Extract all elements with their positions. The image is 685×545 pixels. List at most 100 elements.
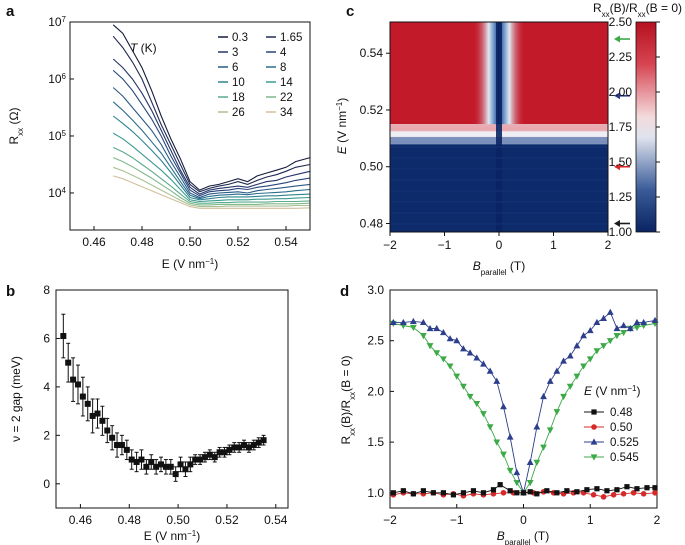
panel-d-point-E-0.50: [652, 489, 658, 496]
colorbar-tick-label: 1.00: [609, 225, 633, 239]
panel-d-point-E-0.48: [470, 488, 477, 494]
panel-d-legend-label: 0.48: [610, 407, 632, 419]
panel-b-point: [260, 437, 267, 444]
panel-b-frame: [55, 289, 289, 509]
panel-b-point: [148, 458, 155, 465]
panel-d-point-E-0.50: [490, 491, 497, 497]
panel-d-xtick-label: 2: [654, 513, 661, 527]
panel-c-arrow-head: [614, 92, 620, 100]
panel-d-legend-title: E (V nm−1): [584, 384, 640, 399]
panel-b-point: [201, 454, 208, 461]
panel-c-center-line: [496, 22, 502, 232]
panel-a-legend-label: 4: [280, 47, 287, 59]
panel-c-label: c: [346, 3, 354, 20]
panel-d-point-E-0.545: [440, 356, 447, 363]
panel-a-line-T-6: [112, 87, 311, 199]
panel-d-point-E-0.525: [600, 314, 607, 321]
panel-a-xlabel: E (V nm−1): [162, 257, 218, 272]
panel-a-xtick-label: 0.48: [130, 235, 154, 249]
panel-b-point: [118, 442, 125, 449]
panel-a-line-T-0.3: [112, 24, 311, 191]
panel-a-ylabel: Rxx (Ω): [7, 108, 25, 145]
colorbar: [635, 21, 657, 233]
panel-c-xtick-label: 0: [496, 238, 503, 252]
panel-d-point-E-0.48: [624, 484, 630, 490]
panel-d-point-E-0.525: [480, 360, 487, 367]
panel-d-point-E-0.545: [580, 363, 587, 370]
colorbar-label: Rxx(B)/Rxx(B = 0): [593, 1, 682, 19]
panel-b-xlabel: E (V nm−1): [144, 529, 200, 544]
panel-d-xtick-label: −1: [450, 513, 464, 527]
panel-d-xtick-label: −2: [383, 513, 397, 527]
panel-b-point: [89, 412, 96, 419]
panel-a-label: a: [6, 3, 15, 20]
panel-b-point: [187, 461, 194, 468]
panel-d-point-E-0.525: [460, 345, 467, 352]
panel-d-point-E-0.48: [652, 485, 658, 491]
panel-b-point: [99, 417, 106, 424]
colorbar-tick-label: 1.75: [609, 120, 633, 134]
panel-d-point-E-0.50: [590, 492, 597, 498]
panel-c-xtick-label: −2: [383, 238, 397, 252]
panel-d-point-E-0.48: [420, 488, 426, 494]
panel-a-xtick-label: 0.54: [274, 235, 298, 249]
panel-d-point-E-0.545: [506, 467, 514, 475]
panel-d-point-E-0.50: [610, 492, 617, 498]
panel-a-ytick-label: 104: [48, 185, 66, 200]
colorbar-tick-label: 2.25: [609, 50, 633, 64]
panel-d-point-E-0.48: [400, 488, 406, 494]
panel-b-point: [133, 458, 140, 465]
panel-d-point-E-0.545: [533, 459, 541, 466]
panel-b-point: [206, 451, 213, 458]
panel-d-point-E-0.525: [640, 318, 648, 326]
panel-d-point-E-0.525: [633, 318, 641, 326]
panel-d-point-E-0.48: [554, 490, 560, 496]
panel-d-point-E-0.545: [453, 373, 461, 380]
panel-d-point-E-0.545: [600, 343, 607, 350]
panel-d-point-E-0.48: [594, 486, 600, 492]
panel-b-point: [245, 444, 252, 451]
panel-b-ytick-label: 2: [43, 428, 50, 442]
panel-d-point-E-0.545: [560, 393, 567, 401]
panel-b-point: [236, 444, 243, 451]
panel-d-xtick-label: 0: [520, 513, 527, 527]
panel-d-ytick-label: 3.0: [367, 283, 384, 297]
panel-a-legend-label: 8: [280, 62, 286, 74]
panel-b-point: [226, 446, 233, 453]
panel-b-point: [60, 333, 67, 340]
panel-c-xtick-label: 1: [550, 238, 557, 252]
panel-d-point-E-0.545: [613, 333, 621, 340]
panel-d-point-E-0.545: [513, 480, 521, 487]
panel-d-point-E-0.525: [440, 328, 447, 336]
panel-b-point: [255, 439, 262, 446]
panel-d-point-E-0.545: [586, 356, 594, 363]
panel-d-point-E-0.545: [540, 444, 547, 451]
panel-d-point-E-0.545: [566, 383, 574, 390]
panel-b-point: [250, 442, 257, 449]
panel-d-point-E-0.525: [446, 335, 454, 342]
panel-b-point: [172, 471, 179, 478]
panel-b-point: [143, 463, 150, 470]
panel-d-point-E-0.545: [473, 400, 481, 408]
panel-d-point-E-0.48: [634, 486, 640, 492]
panel-b-xtick-label: 0.52: [215, 513, 239, 527]
panel-d-point-E-0.525: [606, 308, 614, 315]
panel-d-point-E-0.525: [389, 318, 397, 326]
panel-d-point-E-0.525: [613, 324, 621, 332]
panel-d-point-E-0.525: [533, 423, 541, 430]
panel-d-point-E-0.525: [513, 468, 521, 476]
panel-d-point-E-0.48: [450, 492, 457, 498]
panel-d-xtick-label: 1: [587, 513, 594, 527]
panel-d-point-E-0.525: [419, 318, 427, 326]
panel-d-point-E-0.545: [620, 329, 628, 337]
panel-b-xtick-label: 0.54: [264, 513, 288, 527]
panel-b-label: b: [6, 283, 15, 300]
panel-a-line-T-8: [112, 101, 311, 200]
panel-d-point-E-0.525: [540, 392, 547, 400]
panel-d-point-E-0.545: [419, 333, 427, 340]
panel-a-line-T-14: [112, 132, 311, 203]
panel-b-point: [104, 427, 111, 434]
panel-a-legend-title: T (K): [130, 41, 157, 55]
panel-c-arrow-head: [614, 219, 620, 227]
